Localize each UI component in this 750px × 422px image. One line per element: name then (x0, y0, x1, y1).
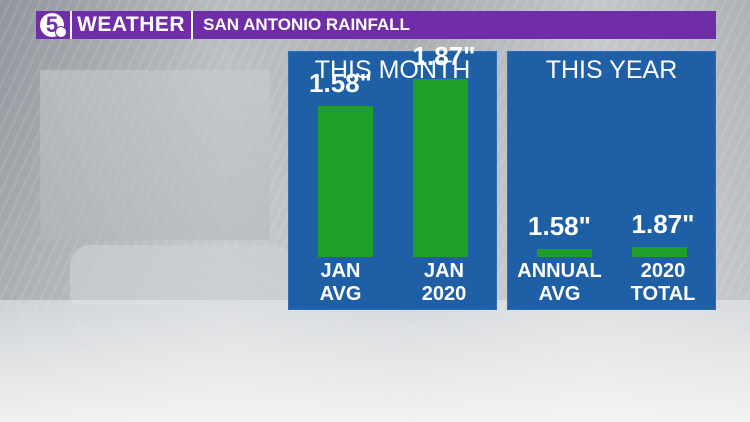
logo-seal-icon (55, 26, 67, 38)
bar-annual-avg (537, 248, 592, 257)
category-label-line2: AVG (538, 283, 581, 305)
chart-panel-this-year: THIS YEAR 1.58" ANNUAL AVG 1.87" 2020 TO… (507, 51, 716, 310)
station-logo: 5 (36, 11, 72, 39)
data-label: 1.58" (528, 210, 591, 241)
column-2020-total: 1.87" 2020 TOTAL (611, 52, 715, 309)
column-jan-avg: 1.58" JAN AVG (289, 52, 392, 309)
category-label-line2: AVG (319, 283, 362, 305)
bar-2020-total (631, 247, 687, 257)
category-label-line1: ANNUAL (517, 260, 602, 282)
category-label-line1: JAN (423, 260, 464, 282)
header-bar: 5 WEATHER SAN ANTONIO RAINFALL (36, 11, 716, 39)
bar-jan-avg (318, 106, 373, 257)
background-car (70, 245, 300, 305)
category-label-line1: JAN (320, 260, 361, 282)
category-label-line1: 2020 (640, 260, 686, 282)
panel-title: THIS YEAR (545, 56, 678, 84)
bar-jan-2020 (412, 78, 468, 257)
background-ground (0, 300, 750, 422)
page-title: SAN ANTONIO RAINFALL (203, 15, 410, 34)
logo-circle-icon: 5 (40, 13, 67, 38)
header-divider (191, 11, 194, 39)
column-jan-2020: 1.87" JAN 2020 (392, 41, 496, 309)
background-house (40, 70, 270, 240)
category-label-line2: 2020 (421, 283, 467, 305)
category-label-line2: TOTAL (630, 283, 696, 305)
data-label: 1.87" (631, 209, 695, 240)
column-annual-avg: 1.58" ANNUAL AVG (508, 52, 611, 309)
data-label: 1.58" (309, 68, 372, 99)
data-label: 1.87" (412, 40, 476, 71)
chart-panel-this-month: THIS MONTH 1.58" JAN AVG 1.87" JAN 2020 (288, 41, 497, 310)
brand-name: WEATHER (77, 13, 186, 36)
